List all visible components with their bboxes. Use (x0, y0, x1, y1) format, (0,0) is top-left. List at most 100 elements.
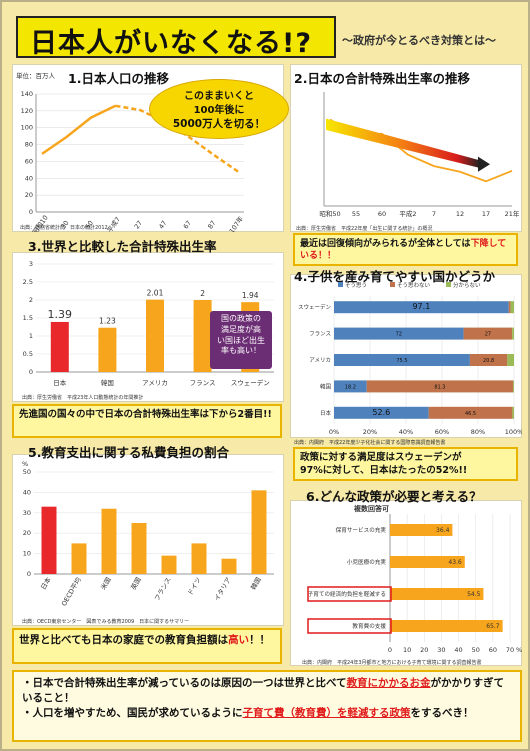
x-tick-label: 英国 (128, 576, 142, 592)
bar (191, 543, 207, 574)
y-category-label: 小児医療の充実 (347, 558, 387, 566)
bar-value-label: 97.1 (412, 302, 430, 311)
chart3-callout: 国の政策の 満足度が高 い国ほど出生 率も高い！ (210, 311, 272, 369)
x-tick-label: 107年 (227, 214, 246, 232)
data-label: 1.23 (99, 317, 116, 326)
bar-segment (463, 327, 513, 340)
bar-value-label: 72 (396, 332, 402, 338)
chart5-note-text: 世界と比べても日本の家庭での教育負担額は (19, 634, 229, 646)
bar (390, 524, 453, 536)
x-tick-label: 40% (399, 428, 413, 436)
x-tick-label: フランス (190, 379, 216, 387)
conclusion-text: をするべき！ (410, 707, 474, 720)
bar-value-label: 81.3 (434, 384, 445, 390)
conclusion-red: 教育にかかるお金 (346, 677, 431, 689)
x-tick-label: 27 (133, 219, 144, 230)
x-tick-label: 0 (388, 646, 392, 654)
bar (146, 299, 164, 372)
y-tick-label: 100 (21, 124, 33, 132)
y-category-label: フランス (309, 331, 331, 338)
bar-segment (512, 327, 514, 340)
y-tick-label: 30 (23, 509, 31, 517)
chart2-note-text: 最近は回復傾向がみられるが全体としては (300, 239, 471, 249)
bar (41, 506, 57, 574)
bar-segment (510, 301, 514, 314)
y-tick-label: 40 (23, 488, 31, 496)
bar (98, 327, 117, 372)
x-tick-label: OECD平均 (59, 575, 83, 607)
x-tick-label: 12 (456, 210, 464, 218)
legend-label: そう思う (345, 282, 367, 289)
x-tick-label: 平成2 (399, 209, 416, 218)
y-tick-label: 60 (25, 157, 33, 165)
chart1-callout: このままいくと 100年後に 5000万人を切る！ (149, 79, 289, 139)
x-tick-label: 55 (352, 210, 360, 218)
x-tick-label: 日本 (53, 378, 67, 387)
y-tick-label: 2.5 (23, 278, 33, 286)
bar-value-label: 46.5 (465, 411, 476, 417)
bar-segment (507, 354, 514, 366)
callout-line1: このままいくと (184, 91, 254, 102)
x-tick-label: 21年 (505, 209, 520, 218)
x-tick-label: 60% (435, 428, 449, 436)
x-tick-label: ドイツ (186, 576, 203, 597)
chart2-note: 最近は回復傾向がみられるが全体としては下降している！！ (293, 233, 518, 266)
chart6-svg: 0 10 20 30 40 50 60 70 % 36.4 保育サービスの充実 43.6 小児医療の充実… (307, 514, 522, 654)
legend-label: そう思わない (397, 282, 431, 289)
conclusion-line1: ・日本で合計特殊出生率が減っているのは原因の一つは世界と比べて教育にかかるお金が… (22, 676, 512, 706)
note-line: 97%に対して、日本はたったの52%!! (300, 464, 468, 476)
y-tick-label: 0 (27, 570, 31, 578)
y-tick-label: 1.5 (23, 314, 33, 322)
x-tick-label: 日本 (38, 575, 53, 591)
data-label: 2.01 (147, 289, 164, 298)
y-tick-label: 0 (29, 208, 33, 216)
x-tick-label: 40 (454, 646, 462, 654)
bar-value-label: 18.2 (345, 384, 356, 390)
legend-swatch (446, 282, 451, 287)
bar-value-label: 27 (485, 332, 491, 338)
chart1-source: 出典：総務省統計局 日本の統計2012 (20, 225, 108, 231)
bar-segment (508, 301, 511, 314)
x-tick-label: 昭和50 (319, 209, 340, 218)
chart5-panel (12, 454, 284, 626)
bar-value-label: 43.6 (448, 559, 462, 566)
x-tick-label: 韓国 (101, 378, 114, 387)
y-tick-label: 0.5 (23, 350, 33, 358)
chart6-title: 6.どんな政策が必要と考える？ (306, 489, 482, 504)
bar-segment (512, 406, 514, 419)
chart6-source: 出典：内閣府 平成24年3月都市と地方における子育て環境に関する調査報告書 (302, 660, 482, 666)
bar-segment (428, 406, 513, 419)
y-tick-label: 50 (23, 468, 31, 476)
bar (71, 543, 87, 574)
x-tick-label: 80% (471, 428, 485, 436)
chart4-svg: そう思う そう思わない 分からない 0% 20% 40% 60% 80% 100% スウェーデン 9… (298, 281, 522, 436)
bar-value-label: 54.5 (467, 591, 481, 598)
bar-value-label: 20.8 (483, 358, 494, 364)
conclusion-text: ・人口を増やすため、国民が求めているように (22, 707, 243, 720)
trend-arrow (326, 118, 480, 168)
y-tick-label: 10 (23, 550, 31, 558)
y-category-label: 保育サービスの充実 (336, 526, 387, 534)
x-tick-label: 韓国 (248, 576, 262, 592)
note-line: 政策に対する満足度はスウェーデンが (300, 452, 462, 463)
x-tick-label: 20% (363, 428, 377, 436)
y-tick-label: 140 (21, 90, 33, 98)
callout-line: い国ほど出生 (217, 335, 265, 345)
x-tick-label: 87 (206, 219, 217, 230)
y-category-label: 教育費の支援 (352, 622, 386, 630)
bar-value-label: 36.4 (436, 527, 450, 534)
chart5-svg: %50 40 30 20 10 0 日本 OECD平均 米国 英国 フランス ドイツ イタリア 韓国 (22, 460, 274, 608)
bar (101, 508, 117, 574)
callout-line: 率も高い！ (221, 346, 261, 356)
chart6-subtitle: 複数回答可 (354, 505, 389, 513)
y-tick-label: 1 (29, 332, 33, 340)
y-tick-label: 120 (21, 107, 33, 115)
x-tick-label: 50 (84, 219, 95, 230)
callout-line: 国の政策の (221, 314, 261, 323)
bar (161, 555, 177, 574)
y-tick-label: 40 (25, 174, 33, 182)
conclusion-line2: ・人口を増やすため、国民が求めているように子育て費（教育費）を軽減する政策をする… (22, 706, 512, 721)
chart5-note-suffix: ！！ (249, 634, 271, 646)
chart1-title: 1.日本人口の推移 (68, 71, 169, 86)
